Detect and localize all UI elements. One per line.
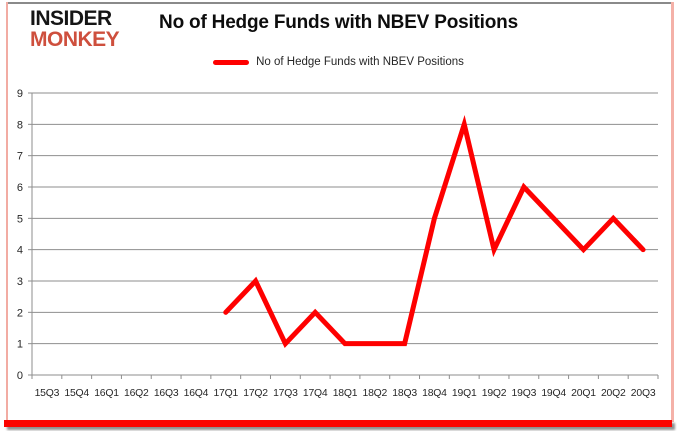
- logo-line-insider: INSIDER: [30, 7, 112, 30]
- svg-text:19Q2: 19Q2: [482, 388, 507, 399]
- svg-text:7: 7: [17, 151, 23, 163]
- svg-text:16Q4: 16Q4: [184, 388, 209, 399]
- svg-text:2: 2: [17, 307, 23, 319]
- svg-text:3: 3: [17, 276, 23, 288]
- svg-text:18Q3: 18Q3: [392, 388, 417, 399]
- svg-text:1: 1: [17, 339, 23, 351]
- svg-text:16Q1: 16Q1: [94, 388, 119, 399]
- svg-text:18Q4: 18Q4: [422, 388, 447, 399]
- svg-text:20Q1: 20Q1: [571, 388, 596, 399]
- svg-text:15Q3: 15Q3: [35, 388, 60, 399]
- svg-text:17Q4: 17Q4: [303, 388, 328, 399]
- svg-text:16Q3: 16Q3: [154, 388, 179, 399]
- svg-text:20Q2: 20Q2: [601, 388, 626, 399]
- legend-line-swatch-icon: [213, 59, 250, 65]
- svg-text:19Q3: 19Q3: [512, 388, 537, 399]
- frame-right-border: [671, 2, 674, 422]
- legend-label: No of Hedge Funds with NBEV Positions: [256, 56, 464, 68]
- insider-monkey-logo: INSIDER MONKEY: [30, 7, 120, 51]
- svg-text:18Q1: 18Q1: [333, 388, 358, 399]
- frame-top-border: [6, 2, 673, 4]
- svg-text:19Q1: 19Q1: [452, 388, 477, 399]
- svg-text:20Q3: 20Q3: [631, 388, 656, 399]
- svg-text:16Q2: 16Q2: [124, 388, 149, 399]
- svg-text:0: 0: [17, 370, 23, 382]
- svg-text:9: 9: [17, 88, 23, 100]
- page-title: No of Hedge Funds with NBEV Positions: [159, 12, 518, 33]
- svg-text:19Q4: 19Q4: [541, 388, 566, 399]
- svg-text:6: 6: [17, 182, 23, 194]
- svg-text:17Q1: 17Q1: [213, 388, 238, 399]
- logo-line-monkey: MONKEY: [30, 28, 120, 51]
- svg-text:5: 5: [17, 213, 23, 225]
- frame-left-border: [6, 2, 8, 422]
- frame-bottom-red-bar: [4, 420, 672, 427]
- svg-text:17Q2: 17Q2: [243, 388, 268, 399]
- chart-legend: No of Hedge Funds with NBEV Positions: [0, 56, 677, 68]
- svg-text:8: 8: [17, 119, 23, 131]
- svg-text:17Q3: 17Q3: [273, 388, 298, 399]
- svg-text:15Q4: 15Q4: [64, 388, 89, 399]
- svg-text:4: 4: [17, 245, 23, 257]
- svg-text:18Q2: 18Q2: [362, 388, 387, 399]
